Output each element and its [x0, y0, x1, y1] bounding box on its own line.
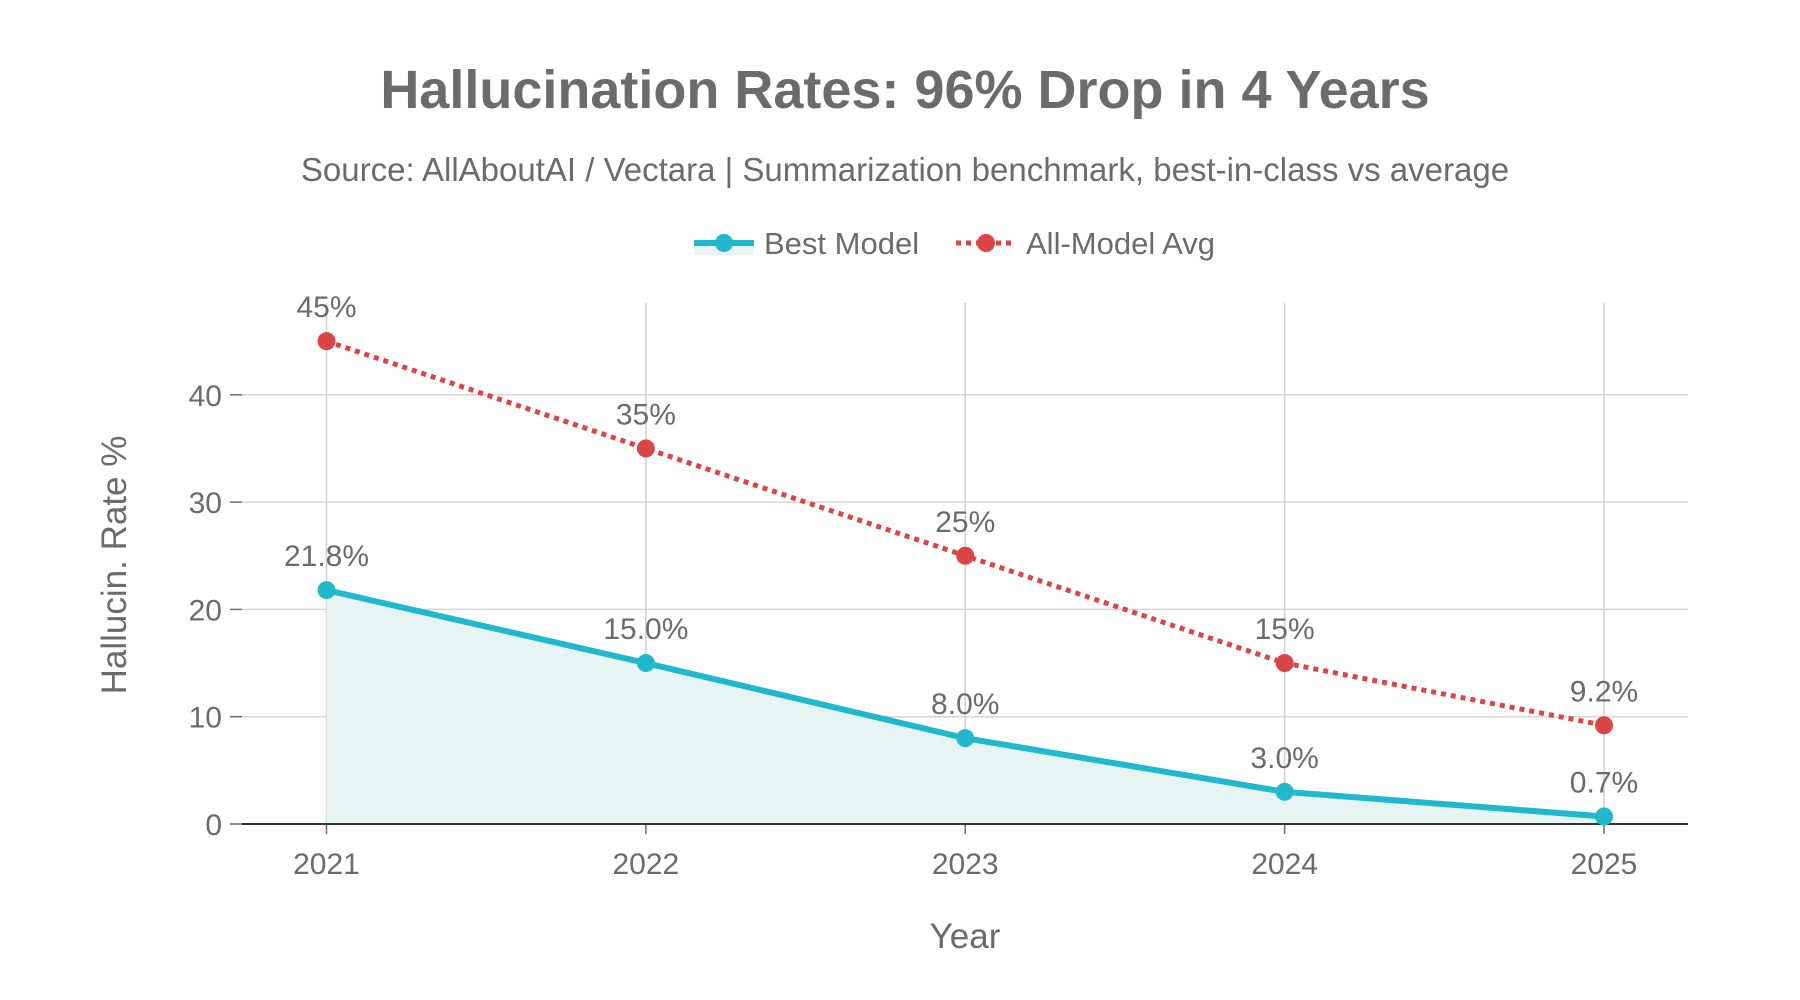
data-point [1595, 716, 1613, 735]
data-label: 15.0% [603, 613, 688, 646]
legend-label: All-Model Avg [1026, 226, 1215, 261]
y-tick-label: 10 [189, 702, 222, 735]
plot-area: 45% 35% 25% 15% 9.2% 21.8% 15.0% 8.0% 3.0% 0.7% [242, 291, 1688, 826]
data-point [1275, 654, 1294, 673]
y-tick-label: 40 [189, 380, 222, 413]
data-point [956, 729, 975, 748]
data-point [636, 654, 655, 673]
data-point [956, 546, 975, 565]
y-tick-label: 0 [205, 809, 222, 842]
data-label: 3.0% [1250, 742, 1318, 775]
y-axis-label: Hallucin. Rate % [95, 436, 134, 695]
x-axis-label: Year [930, 917, 1001, 956]
data-label: 0.7% [1570, 766, 1638, 799]
legend-item-1: All-Model Avg [956, 226, 1215, 261]
data-point [1595, 807, 1613, 826]
data-label: 9.2% [1570, 675, 1638, 708]
data-point [1275, 782, 1294, 801]
grid: 0 10 20 30 40 2021 2022 2023 2024 2025 [189, 303, 1688, 881]
data-point [636, 439, 655, 458]
legend-marker [715, 234, 733, 252]
y-tick-label: 20 [189, 594, 222, 627]
data-label: 21.8% [284, 540, 369, 573]
data-label: 35% [616, 398, 676, 431]
area-fill-0 [326, 590, 1604, 824]
data-label: 45% [296, 291, 356, 324]
x-tick-label: 2023 [932, 848, 999, 881]
data-point [317, 581, 336, 600]
y-tick-label: 30 [189, 487, 222, 520]
legend-item-0: Best Model [694, 226, 919, 261]
x-tick-label: 2025 [1571, 848, 1638, 881]
chart-title: Hallucination Rates: 96% Drop in 4 Years [380, 60, 1429, 120]
data-label: 25% [935, 506, 995, 539]
data-label: 15% [1255, 613, 1315, 646]
legend-label: Best Model [764, 226, 919, 261]
data-label: 8.0% [931, 688, 999, 721]
legend-marker [977, 234, 995, 252]
x-tick-label: 2022 [613, 848, 680, 881]
chart-subtitle: Source: AllAboutAI / Vectara | Summariza… [301, 151, 1509, 188]
data-point [317, 332, 336, 351]
x-tick-label: 2021 [293, 848, 360, 881]
legend: Best Model All-Model Avg [694, 226, 1215, 261]
x-tick-label: 2024 [1251, 848, 1318, 881]
